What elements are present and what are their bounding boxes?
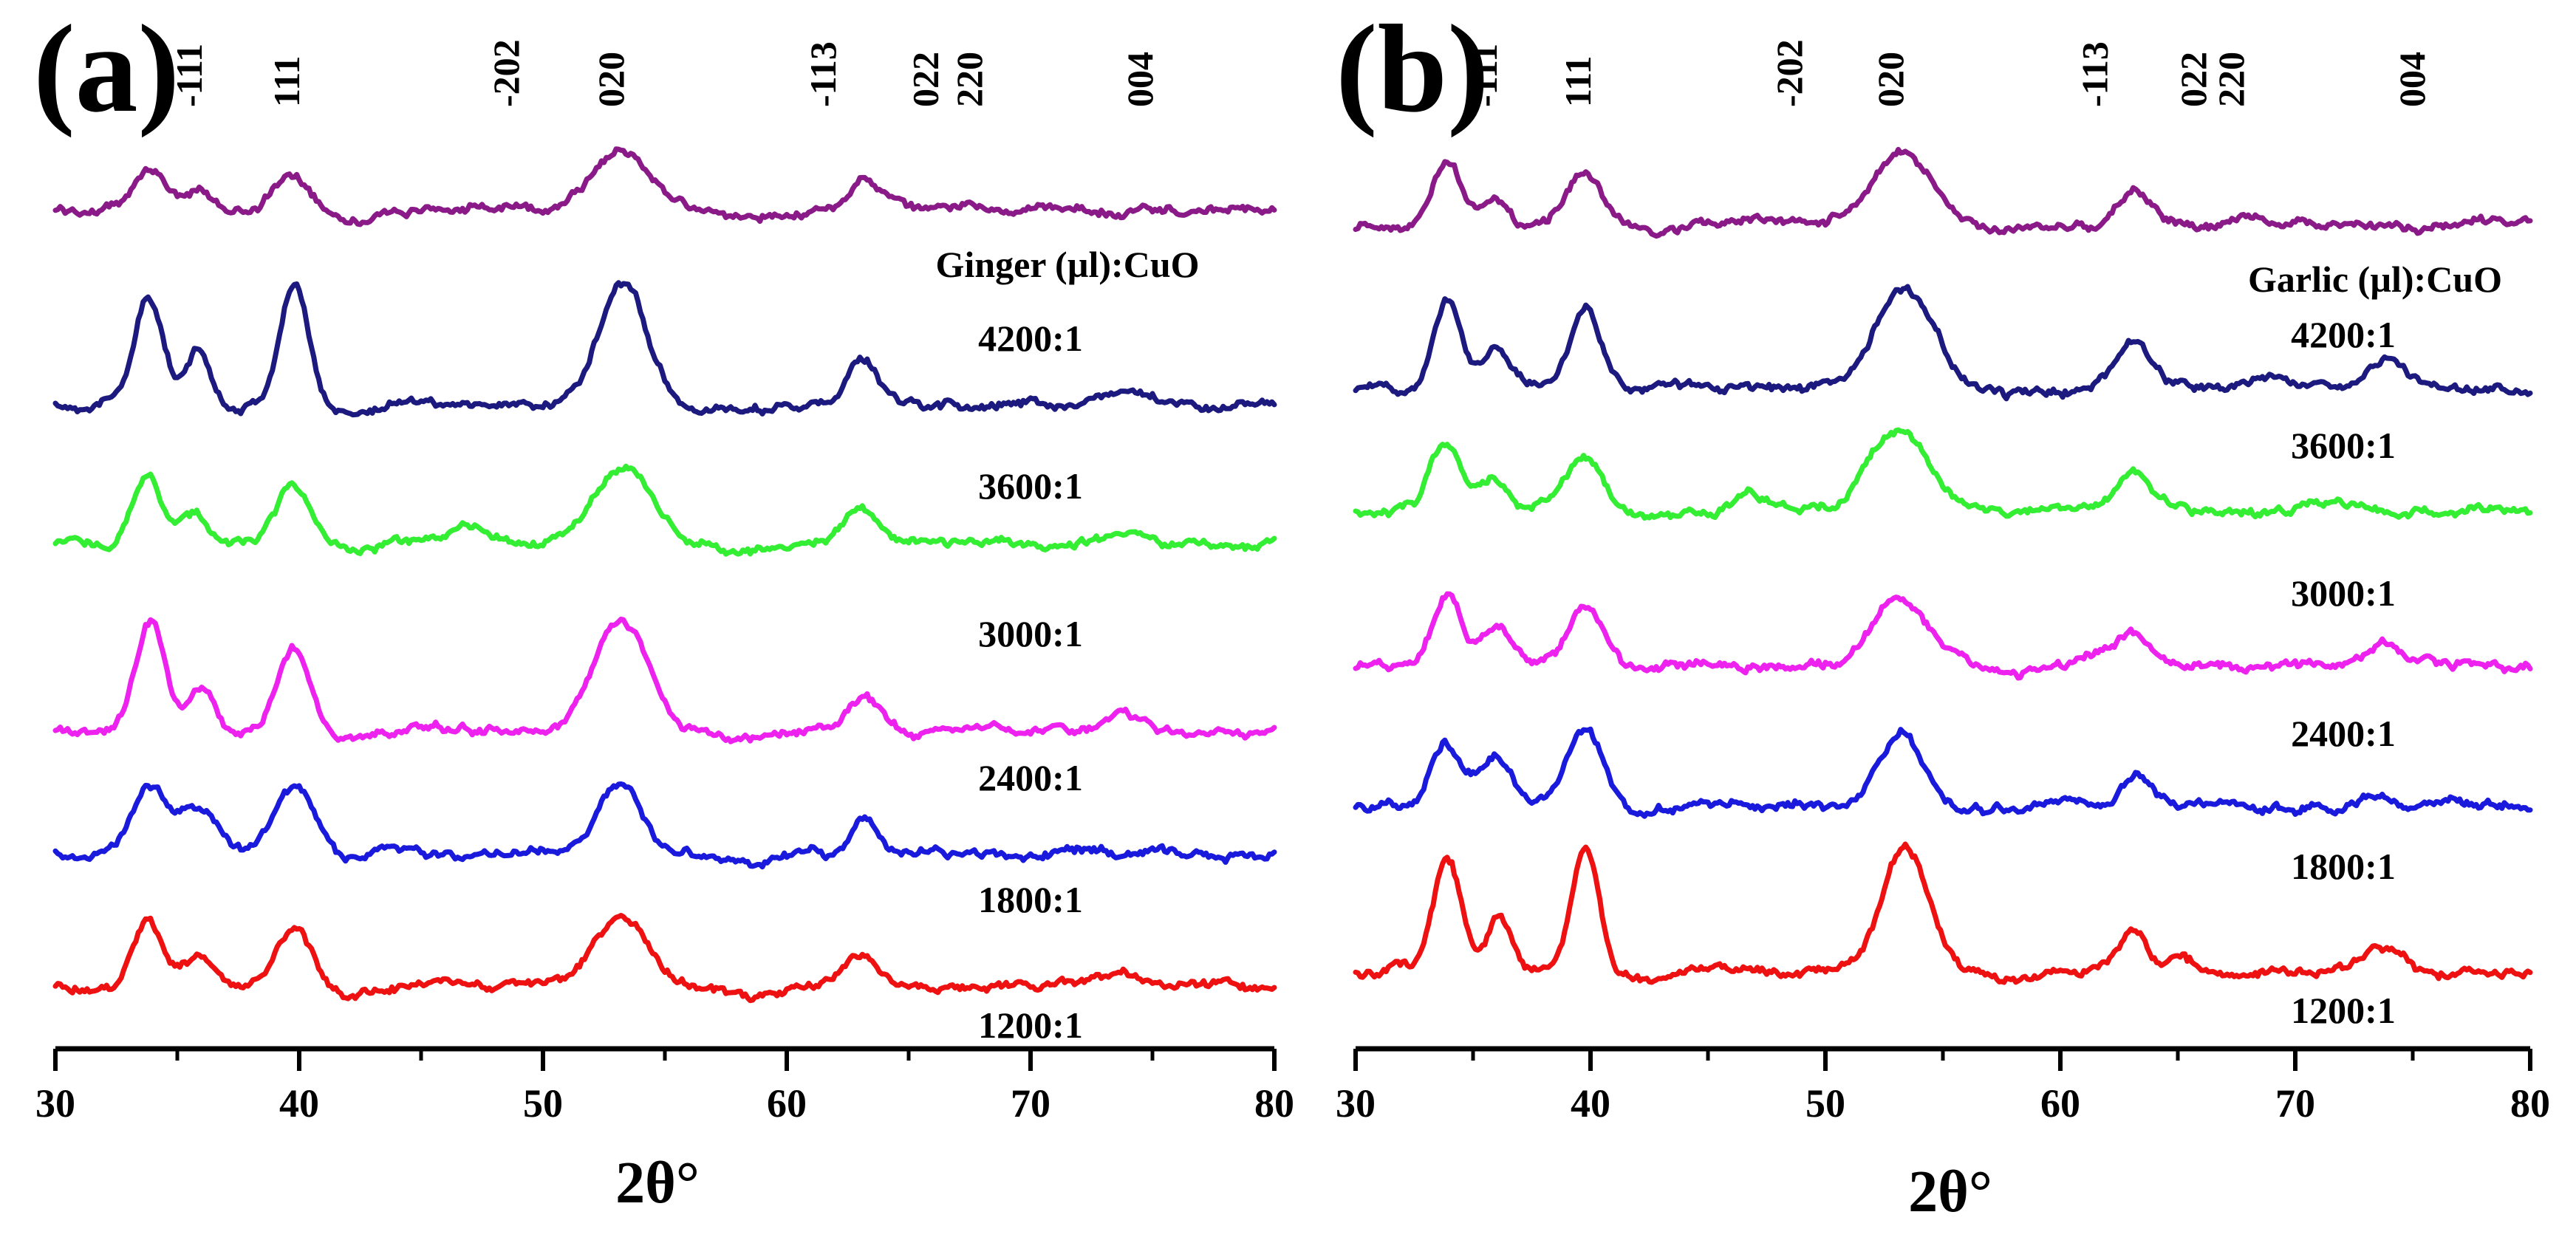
plane-label: -111 [1463,44,1505,107]
series-line [52,913,1277,1004]
series-line [1353,841,2533,985]
series-line [52,146,1277,227]
x-tick-label: 70 [2275,1081,2315,1126]
sample-label: 3000:1 [2291,572,2396,614]
series-line [52,781,1277,870]
sample-label: 3600:1 [978,465,1083,507]
plane-label: 022 [905,52,946,107]
sample-label: 2400:1 [2291,713,2396,754]
sample-label: 1200:1 [2291,990,2396,1031]
panel-b-legend-title: Garlic (µl):CuO [2248,258,2502,300]
panel-a-sample-labels: 4200:1 3600:1 3000:1 2400:1 1800:1 1200:… [978,318,1083,1046]
sample-label: 1800:1 [2291,846,2396,887]
x-tick-label: 60 [2040,1081,2080,1126]
plane-label: 022 [2173,52,2214,107]
panel-a-x-axis-title: 2θ° [615,1151,700,1216]
x-tick-label: 80 [2510,1081,2550,1126]
plane-label: -113 [802,41,844,107]
x-tick-label: 50 [1805,1081,1845,1126]
panel-b-plane-labels: -111 111 -202 020 -113 022 220 004 [1463,39,2433,107]
panel-b-x-axis: 30 40 50 60 70 80 [1336,1046,2550,1126]
sample-label: 3600:1 [2291,425,2396,466]
x-tick-label: 80 [1254,1081,1294,1126]
series-line [52,463,1277,557]
x-tick-label: 70 [1011,1081,1050,1126]
panel-b-x-axis-title: 2θ° [1908,1160,1992,1225]
series-line [1353,726,2533,819]
series-line [1353,427,2533,521]
panel-b-label: (b) [1336,0,1489,138]
sample-label: 4200:1 [978,318,1083,359]
series-line [52,280,1277,418]
sample-label: 1800:1 [978,879,1083,920]
plane-label: -202 [485,39,527,107]
series-line [1353,146,2533,239]
x-tick-label: 30 [35,1081,75,1126]
sample-label: 2400:1 [978,757,1083,798]
plane-label: -111 [168,44,210,107]
plane-label: 111 [1557,56,1599,107]
sample-label: 4200:1 [2291,314,2396,355]
plane-label: 220 [2210,52,2252,107]
plane-label: -113 [2074,41,2116,107]
panel-a-legend-title: Ginger (µl):CuO [935,244,1199,285]
panel-b: (b) -111 111 -202 020 -113 022 220 004 G… [1336,0,2550,1225]
panel-a: (a) -111 111 -202 020 -113 022 220 004 G… [33,0,1294,1216]
plane-label: 020 [1870,52,1911,107]
sample-label: 1200:1 [978,1004,1083,1046]
x-tick-label: 50 [523,1081,563,1126]
plane-label: 220 [949,52,990,107]
series-line [1353,591,2533,681]
panel-a-plane-labels: -111 111 -202 020 -113 022 220 004 [168,39,1161,107]
sample-label: 3000:1 [978,613,1083,654]
panel-a-series-lines [52,146,1277,1004]
plane-label: -202 [1769,39,1810,107]
plane-label: 111 [266,56,307,107]
series-line [1353,284,2533,402]
plane-label: 004 [1119,52,1161,107]
panel-b-series-lines [1353,146,2533,985]
panel-a-x-axis: 30 40 50 60 70 80 [35,1046,1294,1126]
x-tick-label: 30 [1336,1081,1376,1126]
series-line [52,616,1277,744]
x-tick-label: 40 [1571,1081,1610,1126]
plane-label: 020 [590,52,632,107]
x-tick-label: 40 [279,1081,319,1126]
plane-label: 004 [2391,52,2433,107]
panel-b-sample-labels: 4200:1 3600:1 3000:1 2400:1 1800:1 1200:… [2291,314,2396,1031]
panel-a-label: (a) [33,0,180,138]
x-tick-label: 60 [767,1081,807,1126]
